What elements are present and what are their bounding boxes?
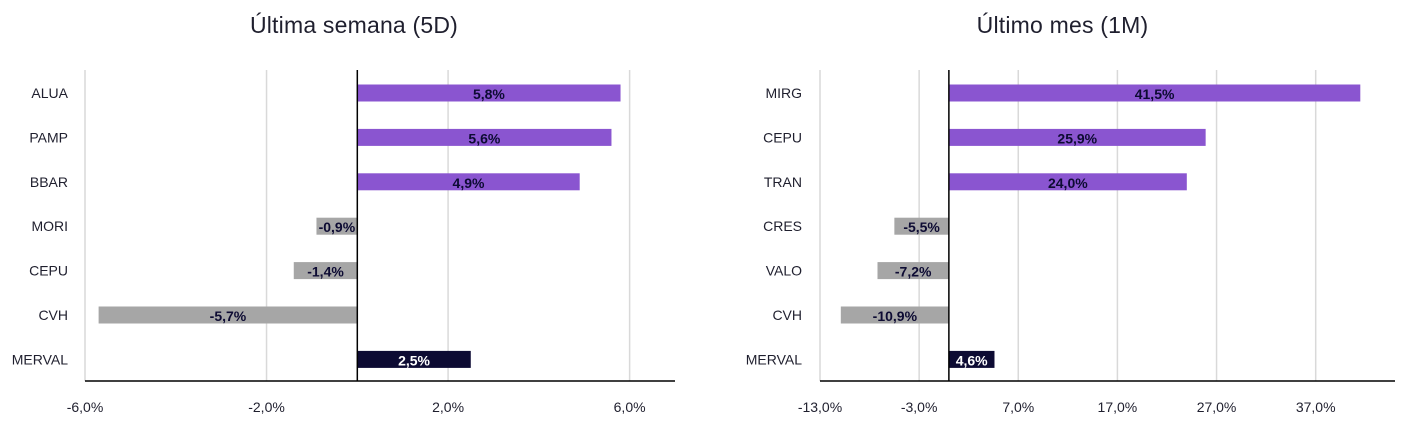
data-label: 25,9% xyxy=(1057,130,1097,146)
category-label: BBAR xyxy=(30,174,68,190)
bar-pamp xyxy=(357,128,612,146)
bar-chart-month: -13,0% -3,0% 7,0% 17,0% 27,0% 37,0% MIRG 41,5% C… xyxy=(746,70,1395,415)
x-tick-label: -3,0% xyxy=(901,399,938,415)
category-label: PAMP xyxy=(29,129,68,145)
bar-bbar xyxy=(357,173,580,191)
x-tick-label: -13,0% xyxy=(798,399,842,415)
x-tick-label: -2,0% xyxy=(248,399,285,415)
bar-mori xyxy=(316,217,358,235)
data-label: -10,9% xyxy=(873,308,918,324)
category-label: CEPU xyxy=(763,129,802,145)
chart-title-week: Última semana (5D) xyxy=(249,12,459,38)
x-tick-label: 7,0% xyxy=(1002,399,1034,415)
category-label: VALO xyxy=(766,263,802,279)
category-label: TRAN xyxy=(764,174,802,190)
chart-title-month: Último mes (1M) xyxy=(976,12,1149,38)
bar-merval xyxy=(948,350,995,368)
category-label: ALUA xyxy=(31,85,68,101)
category-label: CEPU xyxy=(29,263,68,279)
data-label: -7,2% xyxy=(895,264,932,280)
data-label: 24,0% xyxy=(1048,175,1088,191)
x-tick-label: 2,0% xyxy=(432,399,464,415)
chart-panel-month: Último mes (1M) -13,0% -3,0% 7,0% 17,0% 27,0… xyxy=(708,0,1417,427)
category-label: MIRG xyxy=(765,85,802,101)
x-tick-label: 6,0% xyxy=(614,399,646,415)
data-label: 41,5% xyxy=(1135,86,1175,102)
data-label: 5,8% xyxy=(473,86,505,102)
bar-valo xyxy=(877,262,949,280)
data-label: 2,5% xyxy=(398,352,430,368)
x-tick-label: 17,0% xyxy=(1098,399,1138,415)
bar-cres xyxy=(894,217,949,235)
category-label: CVH xyxy=(38,307,68,323)
bar-alua xyxy=(357,84,621,102)
x-tick-label: -6,0% xyxy=(67,399,104,415)
bar-chart-week: -6,0% -2,0% 2,0% 6,0% ALUA 5,8% PAMP 5,6% BBAR 4,… xyxy=(12,70,675,415)
category-label: MERVAL xyxy=(12,351,68,367)
bar-tran xyxy=(948,173,1187,191)
bar-mirg xyxy=(948,84,1361,102)
bar-merval xyxy=(357,350,471,368)
chart-panel-week: Última semana (5D) -6,0% -2,0% 2,0% 6,0% ALU… xyxy=(0,0,708,427)
category-label: MORI xyxy=(31,218,68,234)
bar-cvh xyxy=(98,306,358,324)
category-label: MERVAL xyxy=(746,351,802,367)
bar-cepu xyxy=(948,128,1206,146)
data-label: 4,9% xyxy=(453,175,485,191)
data-label: 5,6% xyxy=(468,130,500,146)
x-tick-label: 27,0% xyxy=(1197,399,1237,415)
data-label: -0,9% xyxy=(319,219,356,235)
category-label: CRES xyxy=(763,218,802,234)
data-label: -5,7% xyxy=(210,308,247,324)
category-label: CVH xyxy=(772,307,802,323)
x-tick-label: 37,0% xyxy=(1296,399,1336,415)
bar-cvh xyxy=(840,306,949,324)
data-label: 4,6% xyxy=(956,352,988,368)
bar-cepu xyxy=(293,262,358,280)
data-label: -5,5% xyxy=(903,219,940,235)
data-label: -1,4% xyxy=(307,264,344,280)
